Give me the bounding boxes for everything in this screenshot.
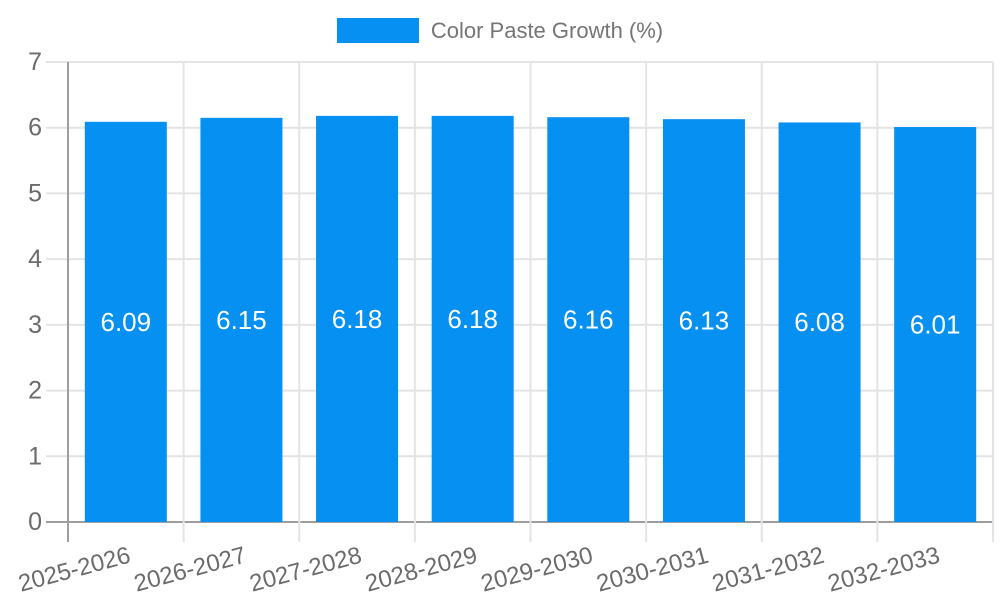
bar-value-label: 6.18: [332, 304, 383, 334]
bar-2030-2031[interactable]: [662, 119, 745, 523]
bar-value-label: 6.09: [101, 307, 152, 337]
y-axis-tick-label: 5: [28, 179, 42, 207]
bar-2031-2032[interactable]: [778, 122, 861, 522]
bar-2026-2027[interactable]: [200, 117, 283, 522]
bar-2028-2029[interactable]: [431, 115, 514, 522]
x-axis-label: 2027-2028: [247, 542, 365, 598]
y-axis-tick-label: 7: [28, 48, 42, 76]
x-axis-label: 2030-2031: [594, 542, 712, 598]
x-axis-label: 2025-2026: [16, 542, 134, 598]
y-axis-tick-label: 2: [28, 377, 42, 405]
y-axis-tick-label: 6: [28, 114, 42, 142]
bar-2029-2030[interactable]: [547, 117, 630, 522]
bar-value-label: 6.13: [679, 306, 730, 336]
y-axis-tick-label: 0: [28, 508, 42, 536]
y-axis-tick-label: 4: [28, 245, 42, 273]
bar-value-label: 6.01: [910, 310, 961, 340]
x-axis-label: 2029-2030: [478, 542, 596, 598]
bar-value-label: 6.08: [794, 307, 845, 337]
legend: Color Paste Growth (%): [0, 18, 1000, 43]
y-axis-tick-label: 3: [28, 311, 42, 339]
bar-value-label: 6.15: [216, 305, 267, 335]
bar-value-label: 6.16: [563, 305, 614, 335]
x-axis-label: 2028-2029: [362, 542, 480, 598]
x-axis-label: 2026-2027: [131, 542, 249, 598]
bar-2032-2033[interactable]: [894, 127, 977, 523]
x-axis-label: 2032-2033: [825, 542, 943, 598]
legend-swatch: [336, 18, 419, 43]
bar-value-label: 6.18: [447, 304, 498, 334]
bar-2027-2028[interactable]: [316, 115, 399, 522]
bar-2025-2026[interactable]: [84, 121, 167, 523]
legend-label: Color Paste Growth (%): [430, 18, 664, 43]
y-axis-tick-label: 1: [28, 442, 42, 470]
legend-item-color-paste-growth[interactable]: Color Paste Growth (%): [336, 18, 664, 43]
x-axis-label: 2031-2032: [709, 542, 827, 598]
